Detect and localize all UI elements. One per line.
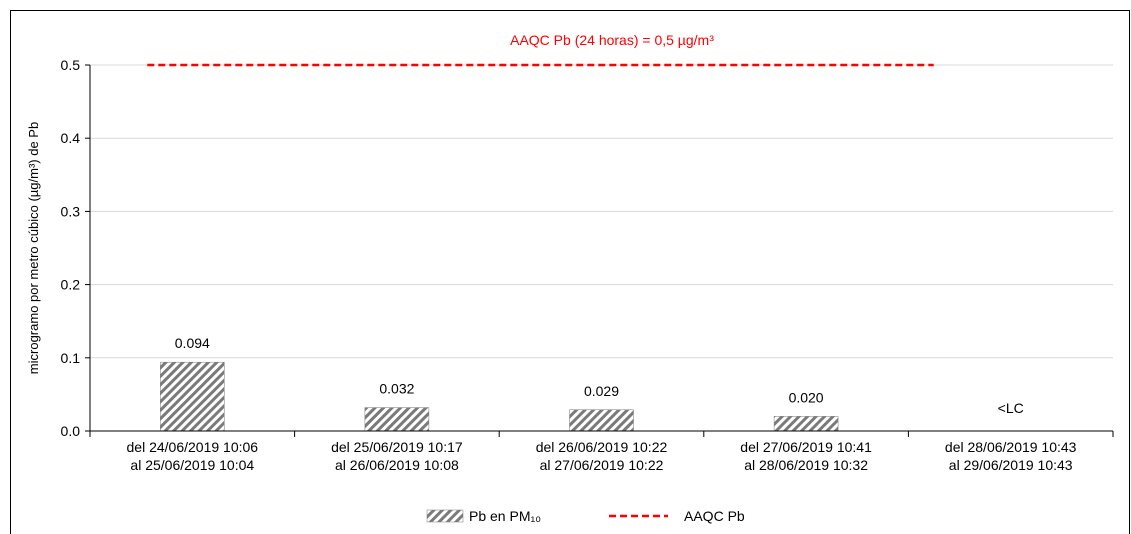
legend-line-label: AAQC Pb [684, 508, 745, 524]
data-label: 0.029 [584, 383, 619, 399]
x-tick-label: al 25/06/2019 10:04 [130, 457, 254, 473]
y-tick-label: 0.2 [61, 277, 81, 293]
data-label: 0.094 [175, 335, 210, 351]
data-label: 0.020 [789, 389, 824, 405]
x-tick-label: del 28/06/2019 10:43 [945, 439, 1077, 455]
x-tick-label: del 27/06/2019 10:41 [740, 439, 872, 455]
bar [773, 416, 839, 432]
x-tick-label: al 26/06/2019 10:08 [335, 457, 459, 473]
y-tick-label: 0.0 [61, 423, 81, 439]
gridlines [90, 64, 1113, 359]
y-tick-label: 0.5 [61, 57, 81, 73]
bar-series: 0.094 0.032 0.029 0.020 <LC [160, 335, 1024, 432]
reference-line-label: AAQC Pb (24 horas) = 0,5 µg/m³ [510, 32, 714, 48]
y-tick-label: 0.4 [61, 130, 81, 146]
bar [160, 361, 225, 432]
x-tick-label: al 29/06/2019 10:43 [949, 457, 1073, 473]
axes: 0.0 0.1 0.2 0.3 0.4 0.5 del 24/06/2019 10:06 al… [61, 57, 1114, 473]
data-label: <LC [998, 400, 1024, 416]
x-tick-label: al 27/06/2019 10:22 [540, 457, 664, 473]
bar [364, 407, 430, 432]
y-tick-label: 0.3 [61, 203, 81, 219]
x-tick-label: del 26/06/2019 10:22 [536, 439, 668, 455]
x-tick-label: del 25/06/2019 10:17 [331, 439, 463, 455]
y-tick-label: 0.1 [61, 350, 81, 366]
legend-bar-swatch [426, 509, 464, 523]
bar [569, 409, 634, 432]
data-label: 0.032 [379, 381, 414, 397]
legend-bar-label: Pb en PM₁₀ [469, 508, 541, 524]
legend: Pb en PM₁₀ AAQC Pb [426, 508, 745, 524]
chart-frame [10, 10, 1130, 534]
x-tick-label: al 28/06/2019 10:32 [744, 457, 868, 473]
x-tick-label: del 24/06/2019 10:06 [127, 439, 259, 455]
y-axis-label: microgramo por metro cúbico (µg/m³) de P… [26, 122, 41, 374]
